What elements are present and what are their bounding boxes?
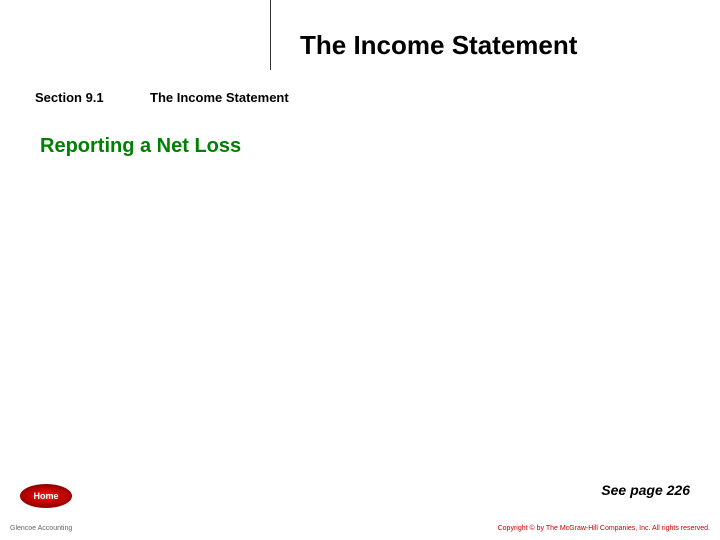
header-divider bbox=[270, 0, 271, 70]
section-title: The Income Statement bbox=[150, 90, 289, 105]
section-label: Section 9.1 bbox=[35, 90, 104, 105]
chapter-title: The Income Statement bbox=[300, 30, 577, 61]
see-page-reference: See page 226 bbox=[601, 482, 690, 498]
home-button-label: Home bbox=[33, 491, 58, 501]
footer-copyright: Copyright © by The McGraw-Hill Companies… bbox=[498, 525, 710, 532]
footer-left-text: Glencoe Accounting bbox=[10, 525, 72, 532]
home-button[interactable]: Home bbox=[20, 484, 72, 508]
slide-subtitle: Reporting a Net Loss bbox=[40, 135, 241, 158]
